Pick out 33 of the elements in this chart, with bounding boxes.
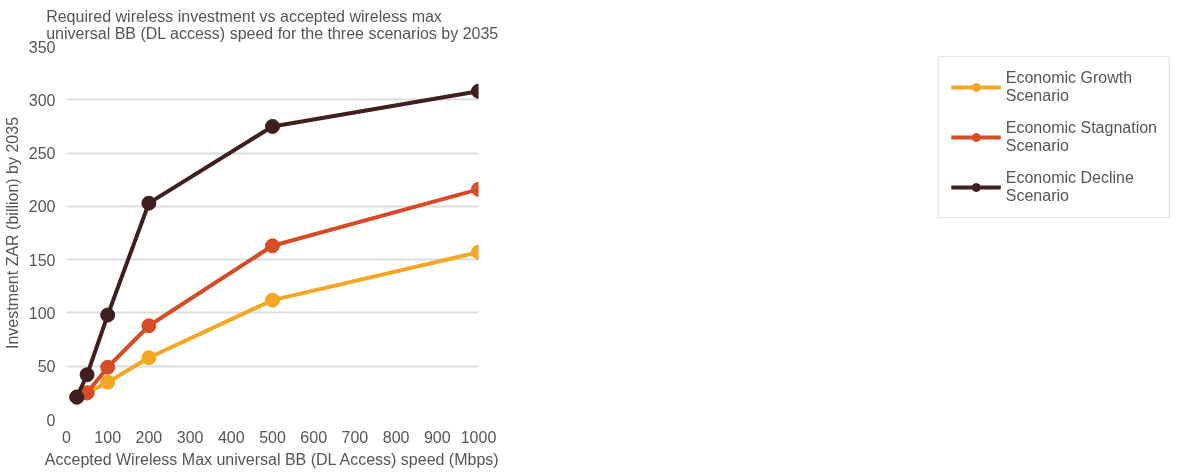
x-tick-label: 200 (135, 428, 163, 446)
point (265, 118, 280, 134)
x-tick-label: 900 (423, 428, 451, 446)
x-tick-label: 100 (94, 428, 122, 446)
x-tick-label: 400 (217, 428, 245, 446)
x-tick-label: 500 (259, 428, 286, 446)
y-tick-label: 300 (28, 91, 56, 109)
point (100, 307, 116, 323)
point (265, 292, 280, 308)
y-tick-label: 200 (28, 198, 56, 216)
x-tick-label: 1000 (460, 428, 497, 446)
y-tick-label: 150 (28, 251, 56, 269)
point (141, 350, 157, 366)
point (100, 374, 116, 390)
point (100, 359, 116, 375)
y-tick-label: 50 (37, 358, 56, 376)
legend-label: Economic Decline Scenario (1005, 169, 1134, 205)
y-tick-label: 0 (46, 411, 56, 429)
point (265, 238, 280, 254)
y-tick-label: 100 (28, 304, 56, 322)
x-tick-label: 600 (300, 428, 328, 446)
x-tick-label: 800 (382, 428, 410, 446)
x-axis-title: Accepted Wireless Max universal BB (DL Access) speed (Mbps) (44, 450, 499, 468)
legend-label: Economic Stagnation Scenario (1005, 119, 1157, 155)
x-tick-label: 300 (176, 428, 204, 446)
y-axis-title: Investment ZAR (billion) by 2035 (3, 116, 21, 350)
y-tick-label: 250 (28, 145, 56, 163)
point (141, 318, 157, 334)
legend-label: Economic Growth Scenario (1005, 69, 1133, 105)
point (141, 195, 157, 211)
x-tick-label: 0 (62, 428, 72, 446)
x-tick-label: 700 (341, 428, 369, 446)
point (79, 367, 95, 383)
